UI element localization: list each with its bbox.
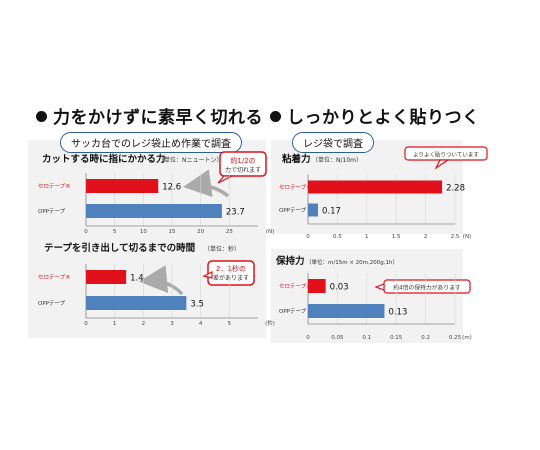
adhesion-chart-unit: （単位：N/10m） xyxy=(312,156,362,164)
force-tick-label: 10 xyxy=(140,229,147,235)
adhesion-callout-text: よりよく貼りついています xyxy=(413,151,479,159)
force-callout-line1: 約1/2の xyxy=(230,156,255,165)
time-tick-label: 1 xyxy=(113,321,117,327)
time-value-label: 3.5 xyxy=(190,300,204,310)
right-survey-pill: レジ袋で調査 xyxy=(292,132,374,153)
adhesion-tick-label: 0.5 xyxy=(333,234,342,240)
holding-callout: 約4倍の保持力があります xyxy=(374,279,471,294)
time-bar-opp xyxy=(86,296,187,310)
adhesion-bar-cellotape xyxy=(308,180,443,194)
adhesion-value-label: 2.28 xyxy=(446,184,465,194)
holding-tick-label: 0.15 xyxy=(390,335,403,341)
force-category-label: セロテープ® xyxy=(38,183,71,190)
left-heading: 力をかけずに素早く切れる xyxy=(36,103,263,128)
time-chart-unit: （単位：秒） xyxy=(204,245,240,253)
force-tick-label: 15 xyxy=(169,229,176,235)
time-callout-line2: 差があります xyxy=(213,274,249,282)
time-tick-label: 2 xyxy=(142,321,146,327)
adhesion-tick-label: 1.5 xyxy=(392,234,401,240)
right-heading: しっかりとよく貼りつく xyxy=(270,103,480,128)
force-tick-label: 5 xyxy=(113,229,117,235)
holding-bar-cellotape xyxy=(308,279,326,293)
force-bar-opp xyxy=(86,204,222,218)
holding-tick-label: 0.1 xyxy=(362,335,371,341)
force-bar-cellotape xyxy=(86,179,159,193)
holding-chart-title: 保持力 xyxy=(275,255,305,267)
holding-chart-unit: （単位：m/15m × 20m,200g,1h） xyxy=(306,258,398,266)
time-category-label: OPPテープ xyxy=(38,300,66,307)
time-bar-cellotape xyxy=(86,270,127,284)
time-tick-label: 0 xyxy=(84,321,88,327)
time-comparison-arrow xyxy=(139,265,184,296)
holding-value-label: 0.13 xyxy=(388,308,407,318)
adhesion-tick-label: 0 xyxy=(306,234,310,240)
holding-tick-label: 0.05 xyxy=(331,335,344,341)
time-value-label: 1.4 xyxy=(130,274,144,284)
force-value-label: 23.7 xyxy=(226,208,245,218)
left-heading-text: 力をかけずに素早く切れる xyxy=(53,108,263,128)
time-callout-line1: 2．1秒の xyxy=(216,264,246,273)
holding-tick-label: 0.2 xyxy=(421,335,430,341)
adhesion-tick-label: 2 xyxy=(424,234,428,240)
time-category-label: セロテープ® xyxy=(38,274,71,281)
force-axis-unit: (N) xyxy=(266,229,274,235)
adhesion-bar-opp xyxy=(308,203,318,217)
force-comparison-arrow xyxy=(183,169,230,198)
force-chart-title: カットする時に指にかかる力 xyxy=(42,153,166,165)
holding-callout-text: 約4倍の保持力があります xyxy=(393,284,461,292)
adhesion-tick-label: 2.5 xyxy=(451,234,460,240)
adhesion-category-label: セロテープ® xyxy=(279,184,312,191)
force-tick-label: 20 xyxy=(197,229,204,235)
holding-value-label: 0.03 xyxy=(330,283,349,293)
time-axis-unit: (秒) xyxy=(265,319,275,327)
time-tick-label: 3 xyxy=(170,321,174,327)
force-tick-label: 0 xyxy=(84,229,88,235)
time-chart-title: テープを引き出して切るまでの時間 xyxy=(44,242,195,254)
force-value-label: 12.6 xyxy=(162,183,181,193)
adhesion-category-label: OPPテープ xyxy=(279,207,307,214)
force-callout: 約1/2の 力で切れます xyxy=(217,151,267,184)
holding-category-label: セロテープ® xyxy=(279,283,312,290)
force-tick-label: 25 xyxy=(226,229,233,235)
adhesion-chart-title: 粘着力 xyxy=(281,153,311,165)
left-survey-pill: サッカ台でのレジ袋止め作業で調査 xyxy=(60,132,242,153)
adhesion-value-label: 0.17 xyxy=(322,207,341,217)
time-tick-label: 4 xyxy=(199,321,203,327)
holding-category-label: OPPテープ xyxy=(279,308,307,315)
adhesion-axis-unit: (N) xyxy=(463,234,471,240)
holding-bar-opp xyxy=(308,304,385,318)
force-callout-line2: 力で切れます xyxy=(225,166,261,174)
adhesion-callout: よりよく貼りついています xyxy=(404,146,488,170)
bullet-icon xyxy=(270,111,281,122)
holding-tick-label: 0 xyxy=(306,335,310,341)
left-survey-pill-text: サッカ台でのレジ袋止め作業で調査 xyxy=(71,139,231,150)
force-category-label: OPPテープ xyxy=(38,208,66,215)
adhesion-tick-label: 1 xyxy=(365,234,369,240)
holding-tick-label: 0.25 xyxy=(449,335,462,341)
time-callout: 2．1秒の 差があります xyxy=(202,260,255,286)
right-survey-pill-text: レジ袋で調査 xyxy=(303,139,363,150)
holding-axis-unit: (m) xyxy=(462,335,472,341)
right-heading-text: しっかりとよく貼りつく xyxy=(287,108,480,128)
bullet-icon xyxy=(36,111,47,122)
time-tick-label: 5 xyxy=(228,321,232,327)
force-chart-unit: （単位：Nニュートン） xyxy=(158,156,223,164)
